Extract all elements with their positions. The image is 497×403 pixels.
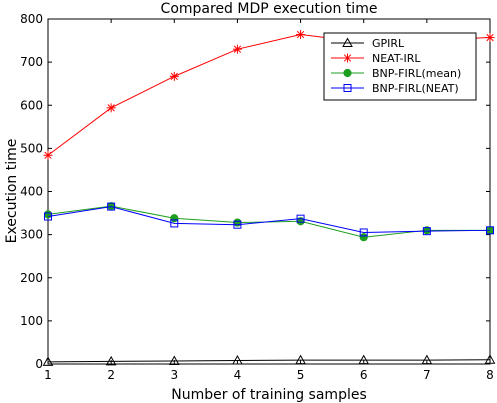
y-tick-label: 800 [20, 12, 43, 26]
legend-item: BNP-FIRL(mean) [331, 67, 461, 80]
chart-title: Compared MDP execution time [161, 1, 378, 17]
x-tick-label: 6 [360, 368, 368, 382]
x-tick-label: 3 [170, 368, 178, 382]
data-point-square [107, 202, 116, 211]
legend-label: BNP-FIRL(mean) [372, 67, 461, 80]
data-point-square [44, 212, 52, 221]
asterisk-stroke [170, 72, 178, 81]
x-tick-label: 1 [44, 368, 52, 382]
x-tick-label: 5 [297, 368, 305, 382]
data-point-triangle [342, 37, 353, 47]
asterisk-stroke [343, 54, 352, 62]
series-line [47, 359, 491, 363]
data-point-circle [343, 68, 352, 78]
y-tick-label: 700 [20, 55, 43, 69]
legend-item: GPIRL [331, 37, 405, 50]
series-group [42, 30, 496, 366]
legend-label: BNP-FIRL(NEAT) [372, 82, 459, 95]
data-point-asterisk [43, 150, 53, 160]
data-point-triangle [42, 356, 54, 366]
data-point-square [233, 220, 242, 229]
data-point-asterisk [169, 71, 179, 81]
ticks: 1 2 3 4 5 6 7 8 0 100 200 300 400 500 600 700 800 [20, 12, 494, 382]
series-line [47, 206, 491, 233]
x-tick-label: 8 [486, 368, 494, 382]
data-point-square [486, 226, 494, 235]
x-tick-label: 7 [423, 368, 431, 382]
y-axis-label: Execution time [4, 139, 20, 244]
asterisk-stroke [107, 104, 115, 112]
y-tick-label: 400 [20, 185, 43, 199]
data-point-circle [43, 210, 53, 219]
legend-item: BNP-FIRL(NEAT) [331, 82, 459, 95]
data-point-square [296, 214, 305, 223]
data-point-triangle [484, 354, 496, 364]
y-tick-label: 100 [20, 314, 43, 328]
series-bnp-firl-neat [44, 202, 494, 237]
legend-item: NEAT-IRL [331, 52, 421, 65]
y-tick-label: 0 [35, 357, 43, 371]
data-point-asterisk [232, 44, 242, 54]
data-point-asterisk [106, 103, 116, 113]
y-tick-label: 300 [20, 228, 43, 242]
data-point-square [343, 84, 352, 92]
data-point-triangle [421, 354, 433, 365]
asterisk-stroke [296, 30, 305, 39]
y-tick-label: 600 [20, 98, 43, 112]
data-point-circle [170, 214, 179, 223]
asterisk-stroke [233, 45, 242, 53]
legend: GPIRL NEAT-IRL BNP-FIRL(mean) BNP-FIRL(NEAT… [323, 32, 477, 101]
legend-label: GPIRL [372, 37, 405, 50]
data-point-square [170, 219, 179, 228]
data-point-asterisk [296, 30, 306, 40]
data-point-triangle [358, 354, 370, 365]
data-point-triangle [168, 355, 180, 365]
legend-box [323, 32, 477, 101]
x-axis-label: Number of training samples [171, 387, 367, 403]
series-gpirl [42, 354, 496, 366]
data-point-circle [359, 233, 368, 242]
data-point-asterisk [343, 53, 352, 63]
y-tick-label: 200 [20, 271, 43, 285]
data-point-square [422, 227, 431, 236]
x-tick-label: 2 [107, 368, 115, 382]
data-point-triangle [232, 355, 243, 365]
y-tick-label: 500 [20, 141, 43, 155]
data-point-square [359, 228, 368, 237]
data-point-asterisk [485, 33, 495, 43]
x-tick-label: 4 [234, 368, 242, 382]
asterisk-stroke [486, 33, 494, 42]
asterisk-stroke [44, 151, 52, 159]
data-point-triangle [105, 355, 117, 366]
data-point-triangle [295, 354, 306, 365]
legend-label: NEAT-IRL [372, 52, 421, 65]
